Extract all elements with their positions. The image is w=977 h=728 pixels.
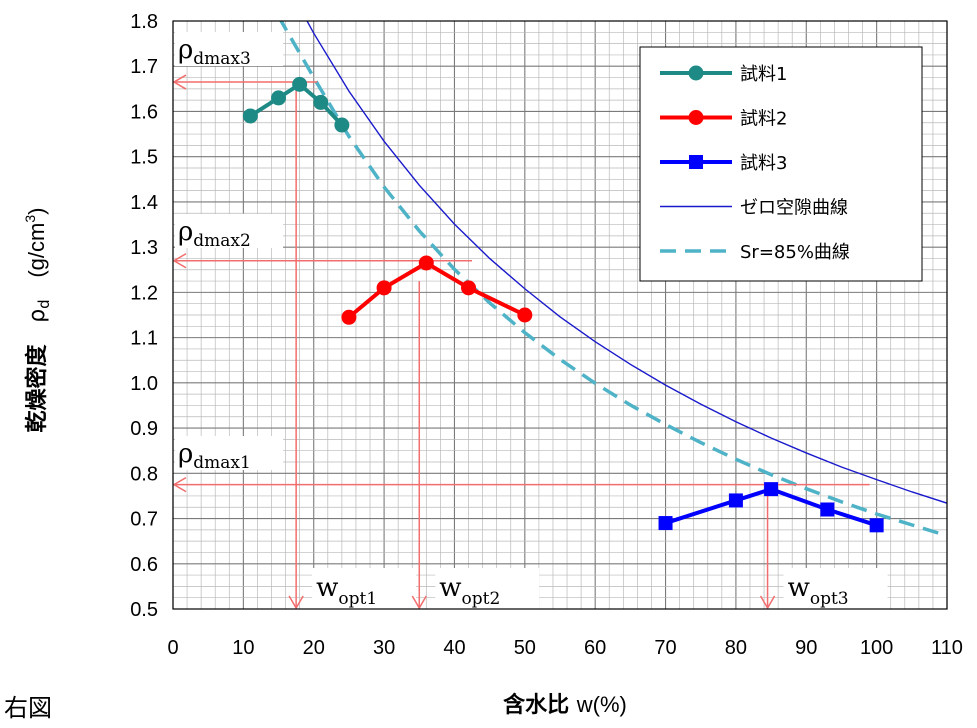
arrow-head-down [759,595,776,610]
legend-label: 試料2 [740,109,787,130]
rho-symbol: ρ [178,439,193,469]
y-tick-label: 1.3 [130,237,158,259]
sample-series [242,76,884,533]
x-tick-label: 10 [232,637,254,659]
w-symbol: w [316,573,338,603]
w-label-bg [312,568,417,610]
rho-subscript: dmax3 [193,49,251,69]
y-axis-title-unit: (g/cm [24,223,49,278]
arrow-head-left [172,74,187,90]
y-axis-title: 乾燥密度 ρd (g/cm3) [22,208,55,433]
sample2-point [376,280,392,296]
y-axis-title-rho: ρ [25,309,50,323]
arrow-head-down [411,595,427,610]
rho-label-bg [175,32,283,66]
rho-subscript: dmax1 [193,453,251,473]
x-tick-label: 30 [373,637,395,659]
plot-frame [172,20,948,610]
y-tick-label: 1.8 [130,11,158,33]
w-opt-label: wopt2 [439,573,500,609]
tick-labels: 0 10 20 30 40 50 60 70 80 90 100 110 0.5 0.6 0.7 0.8 0.9… [130,11,963,659]
y-tick-label: 1.7 [130,56,158,78]
w-symbol: w [788,573,810,603]
w-label-bg [435,568,540,610]
sample1-point [242,108,258,124]
x-tick-label: 80 [725,637,747,659]
x-tick-label: 90 [795,637,817,659]
y-tick-label: 0.8 [130,463,158,485]
rho-subscript: dmax2 [193,231,251,251]
rho-dmax-label: ρdmax1 [178,439,251,473]
zero-void-curve-line [306,21,947,504]
sample1-point [271,90,287,106]
y-axis-title-main: 乾燥密度 [24,343,50,432]
legend-swatch-marker [688,110,704,125]
sample2-point [418,255,434,271]
sample3-point [820,502,835,517]
legend-swatch-marker [688,65,704,81]
y-tick-label: 1.2 [130,282,158,304]
arrow-head-left [172,476,187,493]
plot-area-border [172,20,948,610]
sample3-point [658,516,673,531]
w-subscript: opt2 [462,589,501,609]
legend-label: Sr=85%曲線 [740,242,850,263]
w-symbol: w [439,573,461,603]
rho-label-bg [175,214,283,248]
legend-label: 試料1 [740,64,787,85]
sample1-point [292,76,308,92]
y-tick-label: 0.9 [130,418,158,440]
w-opt-label: wopt3 [788,573,849,609]
w-opt-label: wopt1 [316,573,377,609]
legend: 試料1 試料2 試料3 ゼロ空隙曲線 Sr=85%曲線 [639,46,923,282]
legend-label: ゼロ空隙曲線 [740,198,848,219]
w-subscript: opt3 [810,589,849,609]
y-tick-label: 0.7 [130,509,158,531]
y-tick-label: 1.5 [130,147,158,169]
x-tick-label: 50 [514,637,536,659]
y-tick-label: 1.6 [130,101,158,123]
legend-swatch-marker [689,155,703,169]
y-tick-label: 0.6 [130,554,158,576]
x-tick-label: 40 [443,637,465,659]
rho-symbol: ρ [178,217,193,247]
sample2-point [341,309,357,325]
y-tick-label: 1.4 [130,192,158,214]
x-tick-label: 110 [931,637,963,659]
arrow-head-left [172,253,187,269]
w-subscript: opt1 [338,589,377,609]
x-axis-title: 含水比 w(%) [503,692,627,718]
sample3-point [764,482,779,497]
sample2-point [517,307,533,323]
sample2-line [347,260,526,319]
x-tick-label: 70 [654,637,676,659]
sample3-point [728,493,743,508]
sample1-point [313,94,329,110]
y-axis-title-unit-sup: 3 [22,215,38,223]
sample3-point [869,518,884,533]
x-tick-label: 60 [584,637,606,659]
arrow-head-down [288,595,304,610]
rho-dmax-label: ρdmax2 [178,217,251,251]
w-label-bg [783,568,888,610]
caption: 右図 [4,694,52,722]
legend-label: 試料3 [740,153,787,174]
rho-symbol: ρ [178,35,193,65]
rho-label-bg [175,436,283,470]
y-axis-title-unit-close: ) [24,208,49,215]
y-tick-label: 0.5 [130,599,158,621]
sample2-point [461,280,477,296]
y-axis-title-rho-sub: d [35,299,53,309]
y-tick-label: 1.1 [130,328,158,350]
sr85-curve-line [279,21,947,538]
x-tick-label: 100 [860,637,893,659]
x-tick-label: 0 [167,637,178,659]
y-tick-label: 1.0 [130,373,158,395]
theory-curves [279,21,947,538]
sample1-point [334,117,350,133]
rho-dmax-label: ρdmax3 [178,35,251,69]
x-tick-label: 20 [303,637,325,659]
